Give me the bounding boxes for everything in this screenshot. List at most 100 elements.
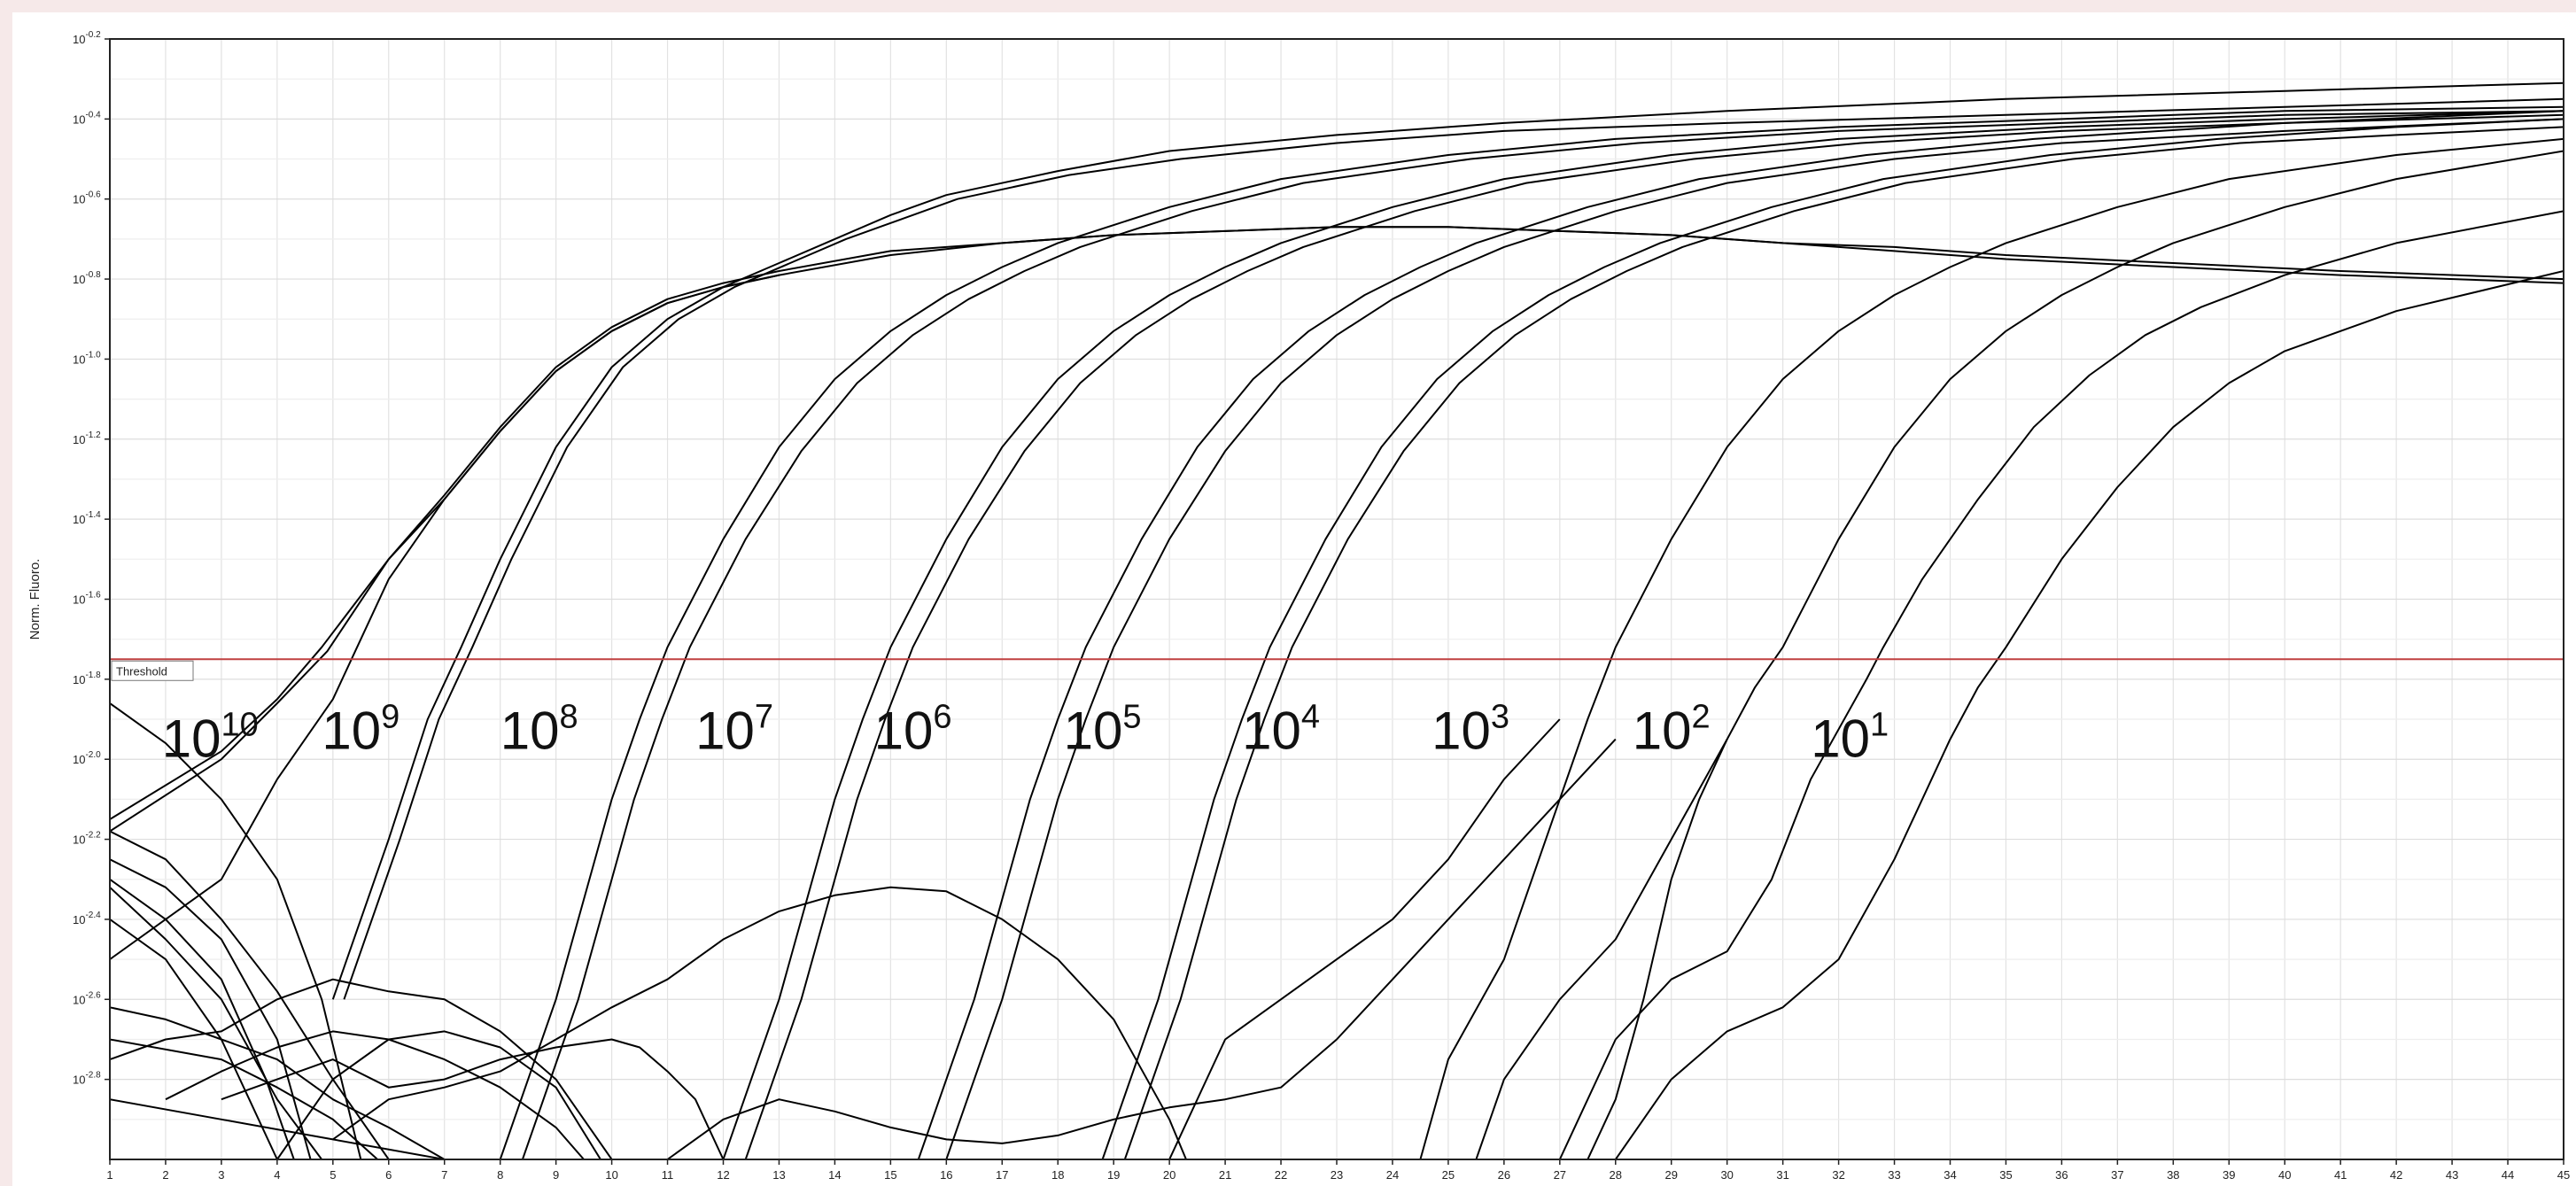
amplification-curve-4[interactable]	[343, 97, 2564, 1000]
amplification-curve-12[interactable]	[1123, 126, 2564, 1159]
x-tick-label: 3	[218, 1168, 224, 1182]
concentration-label-1e6: 106	[874, 699, 952, 761]
amplification-curve-17[interactable]	[110, 274, 780, 960]
concentration-label-1e4: 104	[1242, 699, 1320, 761]
amplification-curve-13[interactable]	[1419, 137, 2564, 1159]
x-tick-label: 34	[1944, 1168, 1956, 1182]
x-tick-label: 16	[940, 1168, 952, 1182]
y-tick-label: 10-2.4	[73, 911, 101, 926]
y-tick-label: 10-0.4	[73, 110, 101, 126]
threshold-label-box[interactable]: Threshold	[111, 660, 194, 681]
amplification-curve-29[interactable]	[221, 1038, 725, 1160]
y-tick-label: 10-1.8	[73, 671, 101, 686]
amplification-curve-22[interactable]	[110, 887, 323, 1159]
amplification-curve-5[interactable]	[499, 105, 2564, 1159]
y-tick-label: 10-0.8	[73, 270, 101, 286]
y-tick-label: 10-2.6	[73, 990, 101, 1006]
x-tick-label: 37	[2111, 1168, 2123, 1182]
amplification-curve-2[interactable]	[110, 226, 2564, 833]
amplification-curve-15[interactable]	[1558, 210, 2564, 1159]
x-tick-label: 39	[2223, 1168, 2235, 1182]
amplification-curve-31[interactable]	[332, 886, 1187, 1159]
x-tick-label: 43	[2446, 1168, 2458, 1182]
x-tick-label: 19	[1107, 1168, 1120, 1182]
amplification-curve-7[interactable]	[722, 110, 2564, 1159]
chart-frame: Threshold 1 2 3 4 5 6 7 8 9 10 11 12 13 14 15 16 17 18 19 2…	[12, 12, 2576, 1186]
concentration-label-1e10: 1010	[162, 707, 259, 769]
y-tick-label: 10-0.6	[73, 190, 101, 206]
qpcr-amplification-chart: Threshold 1 2 3 4 5 6 7 8 9 10 11 12 13 14 15 16 17 18 19 2…	[27, 30, 2570, 1182]
amplification-curve-21[interactable]	[110, 878, 295, 1159]
x-tick-label: 36	[2055, 1168, 2068, 1182]
amplification-curve-24[interactable]	[110, 1006, 446, 1159]
x-tick-label: 44	[2502, 1168, 2514, 1182]
amplification-curve-11[interactable]	[1101, 118, 2564, 1159]
amplification-curve-33[interactable]	[1168, 718, 1561, 1159]
x-tick-label: 2	[162, 1168, 168, 1182]
concentration-label-1e2: 102	[1633, 699, 1711, 761]
x-tick-label: 15	[884, 1168, 896, 1182]
x-tick-label: 8	[497, 1168, 503, 1182]
x-tick-label: 13	[772, 1168, 785, 1182]
amplification-curve-30[interactable]	[276, 1030, 601, 1159]
amplification-curve-18[interactable]	[110, 702, 362, 1159]
concentration-label-1e3: 103	[1432, 699, 1509, 761]
x-tick-label: 4	[274, 1168, 280, 1182]
concentration-label-1e7: 107	[695, 699, 773, 761]
concentration-label-1e5: 105	[1064, 699, 1142, 761]
x-tick-label: 31	[1776, 1168, 1788, 1182]
y-tick-label: 10-2.2	[73, 831, 101, 847]
x-tick-label: 12	[717, 1168, 729, 1182]
x-tick-label: 41	[2334, 1168, 2347, 1182]
x-tick-label: 10	[605, 1168, 617, 1182]
x-axis-ticks: 1 2 3 4 5 6 7 8 9 10 11 12 13 14 15 16 17 18 19 20 21 22 23 24 2…	[106, 1159, 2570, 1182]
amplification-curve-27[interactable]	[110, 978, 613, 1159]
x-tick-label: 24	[1386, 1168, 1399, 1182]
amplification-curve-32[interactable]	[666, 738, 1617, 1159]
x-tick-label: 18	[1051, 1168, 1064, 1182]
y-tick-label: 10-2.8	[73, 1071, 101, 1087]
x-tick-label: 6	[385, 1168, 392, 1182]
x-tick-label: 23	[1331, 1168, 1343, 1182]
amplification-curve-14[interactable]	[1475, 150, 2564, 1160]
amplification-curve-20[interactable]	[110, 858, 312, 1159]
concentration-label-1e8: 108	[500, 699, 578, 761]
y-axis-label: Norm. Fluoro.	[27, 559, 43, 640]
y-tick-label: 10-1.2	[73, 430, 101, 446]
x-tick-label: 17	[996, 1168, 1008, 1182]
y-tick-label: 10-1.4	[73, 510, 101, 526]
y-tick-label: 10-1.6	[73, 591, 101, 607]
amplification-curve-9[interactable]	[917, 110, 2564, 1159]
x-tick-label: 21	[1219, 1168, 1231, 1182]
x-tick-label: 11	[662, 1168, 674, 1182]
series-layer	[110, 81, 2564, 1160]
x-tick-label: 22	[1275, 1168, 1287, 1182]
amplification-curve-8[interactable]	[744, 113, 2564, 1159]
x-tick-label: 25	[1442, 1168, 1455, 1182]
y-tick-label: 10-1.0	[73, 350, 101, 366]
amplification-curve-26[interactable]	[110, 1098, 445, 1159]
amplification-curve-16[interactable]	[1614, 270, 2564, 1159]
amplification-curve-3[interactable]	[331, 81, 2564, 1000]
x-tick-label: 27	[1554, 1168, 1566, 1182]
x-tick-label: 9	[553, 1168, 559, 1182]
x-tick-label: 29	[1664, 1168, 1677, 1182]
x-tick-label: 14	[828, 1168, 841, 1182]
threshold-label: Threshold	[116, 664, 167, 678]
amplification-curve-25[interactable]	[110, 1038, 378, 1160]
amplification-curve-34[interactable]	[1587, 739, 1728, 1159]
y-axis-ticks: 10-0.2 10-0.4 10-0.6 10-0.8 10-1.0 10-1.2 10-1…	[73, 30, 110, 1087]
x-tick-label: 7	[441, 1168, 447, 1182]
x-tick-label: 32	[1832, 1168, 1844, 1182]
x-tick-label: 20	[1163, 1168, 1175, 1182]
amplification-curve-6[interactable]	[521, 110, 2564, 1159]
x-tick-label: 30	[1720, 1168, 1733, 1182]
amplification-curve-10[interactable]	[945, 118, 2564, 1159]
x-tick-label: 40	[2278, 1168, 2291, 1182]
concentration-label-1e1: 101	[1811, 707, 1889, 769]
x-tick-label: 35	[1999, 1168, 2012, 1182]
y-tick-label: 10-0.2	[73, 30, 101, 46]
x-tick-label: 28	[1610, 1168, 1622, 1182]
amplification-curve-19[interactable]	[110, 830, 390, 1160]
concentration-label-1e9: 109	[322, 699, 400, 761]
